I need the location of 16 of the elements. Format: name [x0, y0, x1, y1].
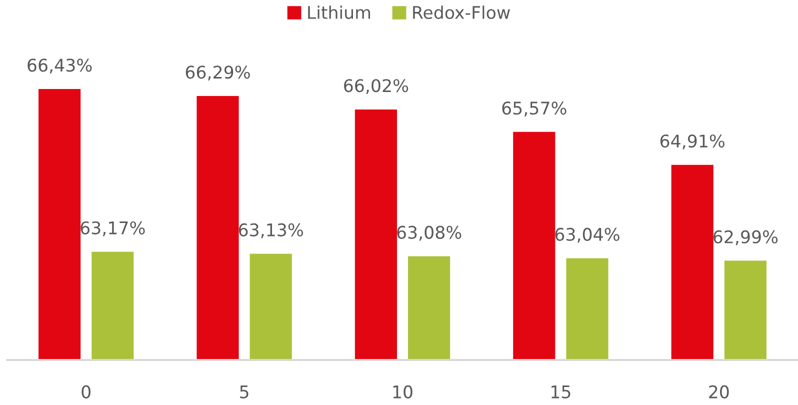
- x-tick-label: 0: [82, 385, 90, 398]
- data-label: 66,02%: [344, 79, 408, 94]
- data-label: 64,91%: [660, 134, 724, 150]
- data-label: 66,43%: [28, 58, 92, 74]
- data-label: 63,08%: [397, 226, 462, 241]
- data-label: 65,57%: [502, 102, 566, 116]
- data-label: 63,13%: [238, 223, 303, 238]
- x-tick-label: 15: [552, 386, 570, 398]
- data-label: 66,29%: [186, 66, 250, 81]
- x-tick-label: 10: [393, 385, 412, 398]
- legend-label: Redox-Flow: [413, 6, 510, 20]
- x-tick-label: 20: [709, 385, 729, 398]
- x-tick-label: 5: [240, 386, 248, 398]
- legend-label: Lithium: [308, 6, 370, 20]
- data-label: 63,17%: [80, 221, 145, 236]
- data-label: 62,99%: [714, 230, 778, 246]
